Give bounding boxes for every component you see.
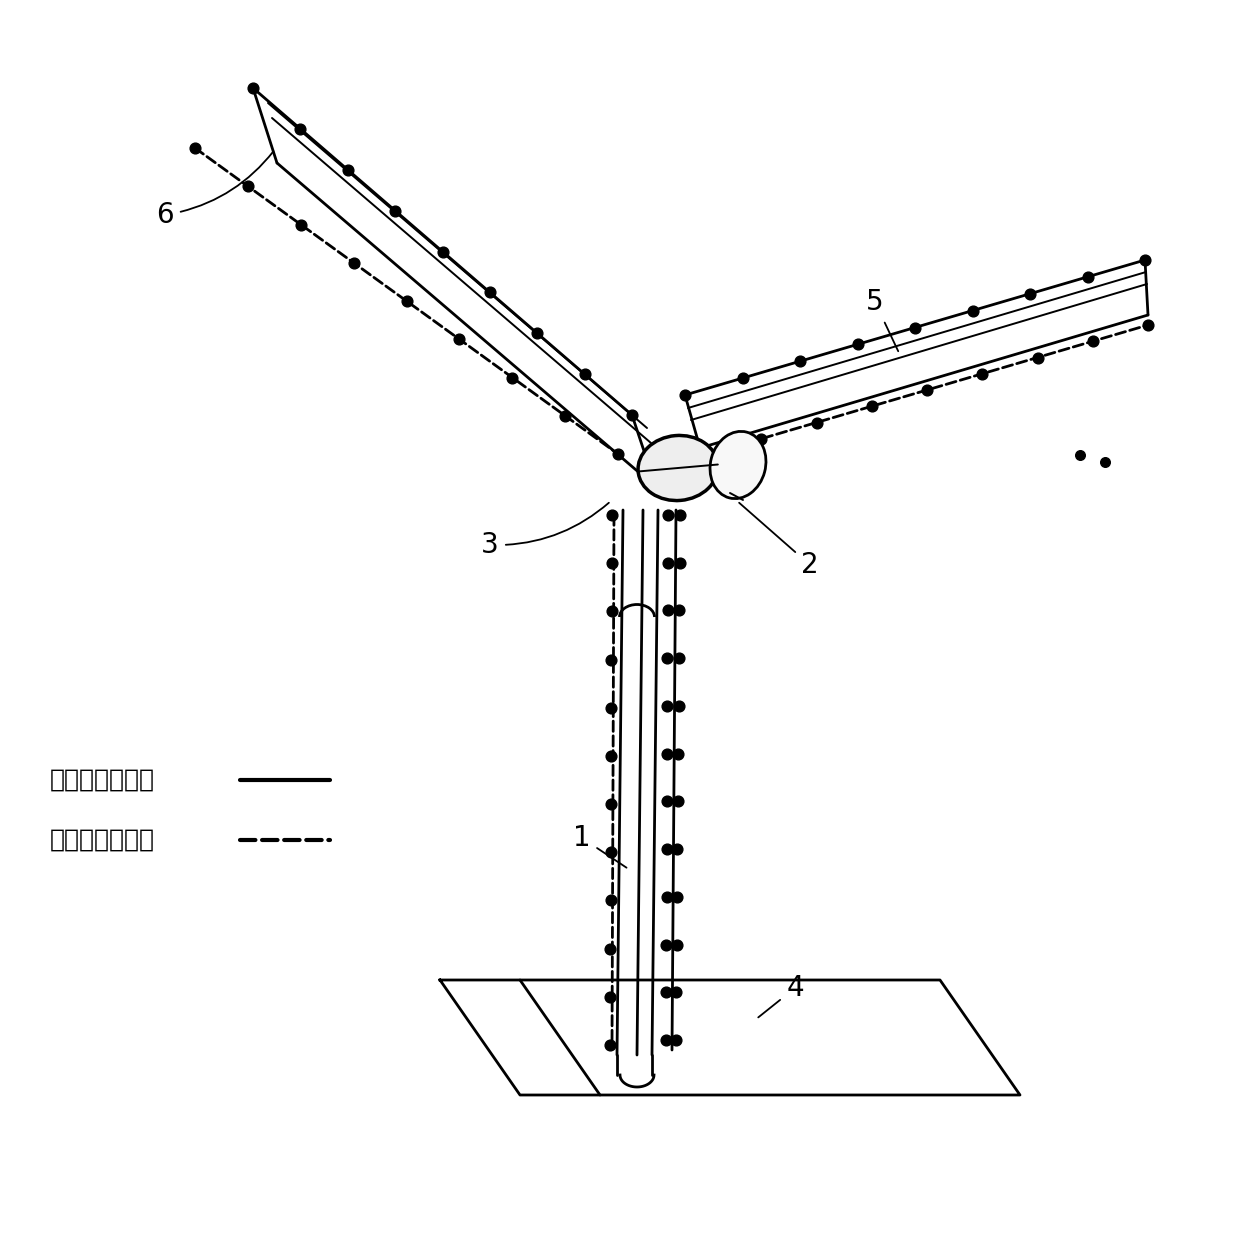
Point xyxy=(696,445,715,465)
Point xyxy=(574,364,594,383)
Point xyxy=(905,318,925,338)
Point xyxy=(601,698,621,718)
Point xyxy=(658,552,678,572)
Point xyxy=(790,351,810,371)
Text: 前侧路径点连线: 前侧路径点连线 xyxy=(50,768,155,792)
Ellipse shape xyxy=(711,432,766,498)
Point xyxy=(848,334,868,354)
Point xyxy=(433,242,453,261)
Point xyxy=(670,506,689,525)
Point xyxy=(962,301,982,321)
Point xyxy=(527,323,547,343)
Ellipse shape xyxy=(639,435,718,501)
Point xyxy=(657,649,677,668)
Point xyxy=(1135,250,1154,270)
Point xyxy=(667,935,687,954)
Point xyxy=(666,983,686,1002)
Point xyxy=(600,890,620,910)
Point xyxy=(290,120,310,139)
Point xyxy=(666,1030,686,1049)
Point xyxy=(556,406,575,425)
Point xyxy=(397,291,417,311)
Point xyxy=(601,650,621,670)
Point xyxy=(751,429,771,449)
Point xyxy=(656,983,676,1002)
Text: 6: 6 xyxy=(156,152,274,229)
Point xyxy=(670,552,689,572)
Point xyxy=(972,364,992,383)
Point xyxy=(657,840,677,859)
Point xyxy=(1021,284,1040,303)
Point xyxy=(386,201,405,221)
Point xyxy=(667,840,687,859)
Point xyxy=(1095,453,1115,472)
Point xyxy=(601,746,621,766)
Point xyxy=(238,176,258,196)
Point xyxy=(657,792,677,811)
Point xyxy=(1083,332,1102,351)
Point xyxy=(343,253,363,272)
Text: 2: 2 xyxy=(739,503,818,580)
Point xyxy=(601,794,621,814)
Point xyxy=(668,792,688,811)
Text: 4: 4 xyxy=(758,974,804,1017)
Point xyxy=(600,1036,620,1055)
Point xyxy=(1138,316,1158,335)
Point xyxy=(918,380,937,399)
Point xyxy=(601,602,621,621)
Point xyxy=(449,329,469,349)
Point xyxy=(657,743,677,763)
Point xyxy=(670,600,689,620)
Point xyxy=(656,935,676,954)
Text: 5: 5 xyxy=(867,289,898,351)
Point xyxy=(600,986,620,1006)
Point xyxy=(670,649,689,668)
Point xyxy=(657,887,677,906)
Point xyxy=(1028,348,1048,367)
Point xyxy=(601,842,621,862)
Point xyxy=(657,600,677,620)
Point xyxy=(608,444,627,464)
Point xyxy=(185,138,205,158)
Point xyxy=(668,743,688,763)
Point xyxy=(657,697,677,716)
Point xyxy=(622,406,642,425)
Point xyxy=(337,160,357,180)
Point xyxy=(243,78,263,97)
Point xyxy=(656,1030,676,1049)
Point xyxy=(1070,445,1090,465)
Text: 后侧路径点连线: 后侧路径点连线 xyxy=(50,829,155,852)
Point xyxy=(1078,268,1097,287)
Point xyxy=(480,282,500,302)
Point xyxy=(291,215,311,234)
Point xyxy=(668,697,688,716)
Point xyxy=(675,385,694,404)
Point xyxy=(667,887,687,906)
Point xyxy=(658,506,678,525)
Text: 1: 1 xyxy=(573,824,626,868)
Point xyxy=(733,369,753,388)
Point xyxy=(502,367,522,387)
Text: 3: 3 xyxy=(481,503,609,559)
Point xyxy=(862,396,882,416)
Point xyxy=(806,413,826,433)
Point xyxy=(601,554,621,573)
Point xyxy=(600,938,620,958)
Point xyxy=(603,506,622,525)
